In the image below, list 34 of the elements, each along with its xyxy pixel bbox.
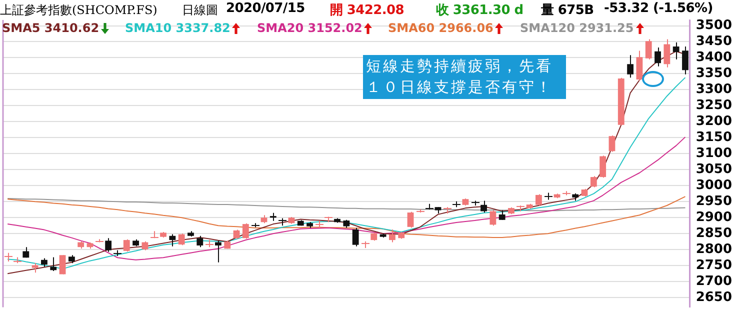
text: -53.32 (-1.56%) [604,1,713,16]
text: SMA5 3410.62 [2,21,100,35]
text: SMA120 2931.25 [520,21,634,35]
candlestick [188,230,194,238]
y-tick-label: 2950 [696,194,732,210]
text: 日線圖 [182,2,218,19]
y-tick-label: 3250 [696,98,732,114]
candlestick [160,232,166,238]
y-tick-label: 2850 [696,226,732,242]
y-tick-label: 3100 [696,146,732,162]
y-tick-label: 3400 [696,50,732,66]
y-tick-label: 3200 [696,114,732,130]
y-tick-label: 2750 [696,258,732,273]
y-tick-label: 2800 [696,242,732,258]
y-tick-label: 3300 [696,82,732,98]
y-tick-label: 3050 [696,162,732,178]
text: SMA20 3152.02 [257,21,362,35]
candlestick [306,222,313,228]
text: SMA60 2966.06 [388,21,494,35]
y-tick-label: 2700 [696,274,732,289]
text: 2020/07/15 [226,1,305,16]
text: 量 675B [541,2,594,19]
text: SMA10 3337.82 [125,21,230,35]
y-tick-label: 2650 [696,290,732,305]
text: 開 3422.08 [330,2,404,19]
text: 收 3361.30 d [436,2,524,19]
chart-title: 上証參考指數(SHCOMP.FS) [0,2,158,19]
y-tick-label: 3000 [696,178,732,194]
y-tick-label: 3350 [696,66,732,82]
y-tick-label: 3450 [696,34,732,50]
annotation: 短線走勢持續疲弱，先看１０日線支撐是否有守！ [363,55,566,99]
y-tick-label: 2900 [696,210,732,226]
y-tick-label: 3150 [696,130,732,146]
y-tick-label: 3500 [696,18,732,34]
